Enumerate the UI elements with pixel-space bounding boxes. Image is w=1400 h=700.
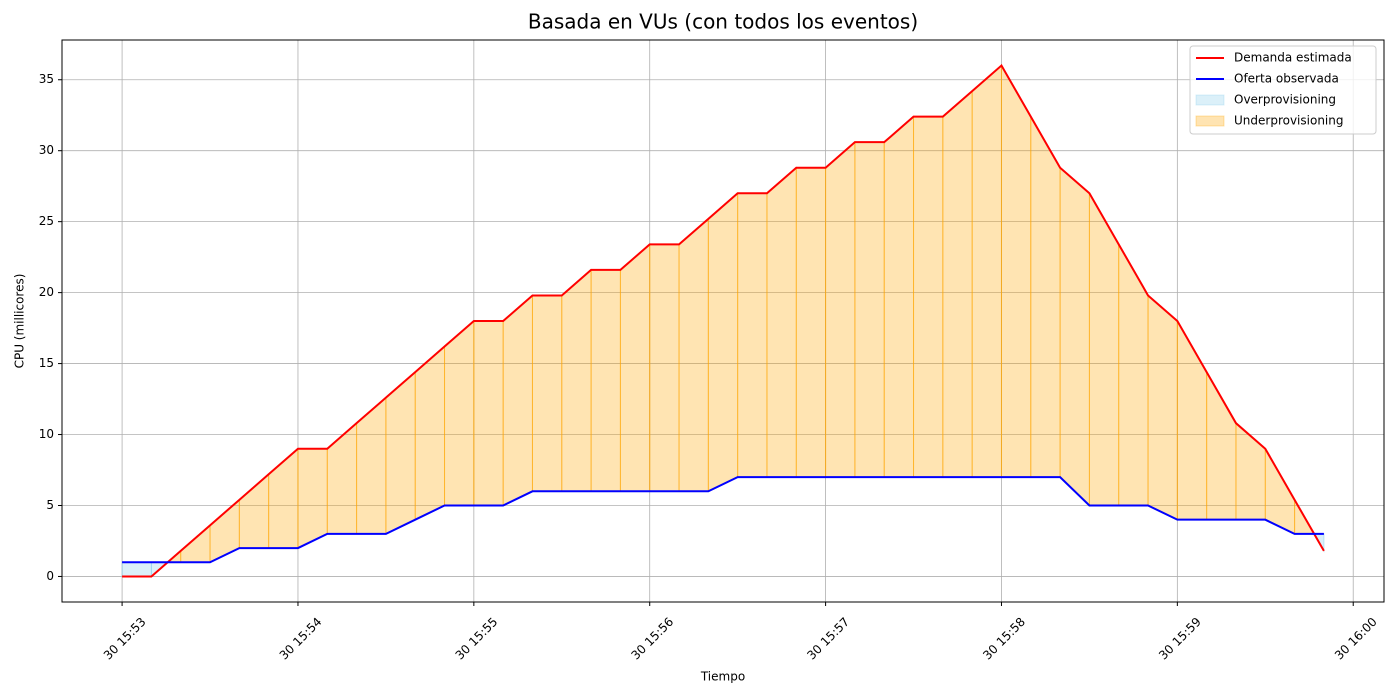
underprovisioning-area [737,192,768,478]
y-tick-label: 15 [39,356,54,370]
legend-swatch [1195,115,1225,127]
underprovisioning-area [766,166,797,478]
underprovisioning-area [707,192,739,493]
fills [121,63,1325,578]
underprovisioning-area [385,370,416,535]
underprovisioning-area [971,64,1002,478]
underprovisioning-area [619,243,651,492]
overprovisioning-area [121,561,152,577]
x-axis-label: Tiempo [700,670,745,684]
y-tick-label: 20 [39,285,54,299]
underprovisioning-area [913,116,944,478]
underprovisioning-area [561,268,592,492]
y-axis-label: CPU (millicores) [13,274,27,369]
y-tick-label: 30 [39,143,54,157]
underprovisioning-area [854,141,885,478]
underprovisioning-area [590,269,621,492]
y-tick-label: 0 [46,569,54,583]
legend-label: Overprovisioning [1234,93,1336,107]
chart-title: Basada en VUs (con todos los eventos) [528,10,918,34]
underprovisioning-area [1030,114,1061,478]
underprovisioning-area [473,320,504,506]
series-line [122,63,1325,578]
underprovisioning-area [531,294,563,492]
underprovisioning-area [1059,166,1090,507]
underprovisioning-area [1000,63,1032,478]
underprovisioning-area [1147,294,1178,521]
underprovisioning-area [825,141,856,478]
underprovisioning-area [502,294,533,507]
lines [122,63,1325,578]
y-tick-label: 25 [39,214,54,228]
underprovisioning-area [678,217,709,492]
legend-box [1189,45,1377,135]
underprovisioning-area [942,89,973,478]
y-tick-label: 5 [46,498,54,512]
series-line [122,476,1324,564]
y-tick-label: 35 [39,72,54,86]
underprovisioning-area [795,167,827,478]
legend: Demanda estimada Oferta observada Overprov… [1189,45,1377,135]
plot-frame [61,39,1385,603]
underprovisioning-area [649,243,680,492]
underprovisioning-area [883,115,915,478]
legend-label: Demanda estimada [1234,51,1352,65]
underprovisioning-area [297,448,328,549]
legend-label: Underprovisioning [1234,114,1343,128]
y-tick-label: 10 [39,427,54,441]
underprovisioning-area [414,345,446,521]
underprovisioning-area [444,319,475,506]
legend-swatch [1195,94,1225,106]
underprovisioning-area [1088,191,1120,506]
legend-label: Oferta observada [1234,72,1339,86]
